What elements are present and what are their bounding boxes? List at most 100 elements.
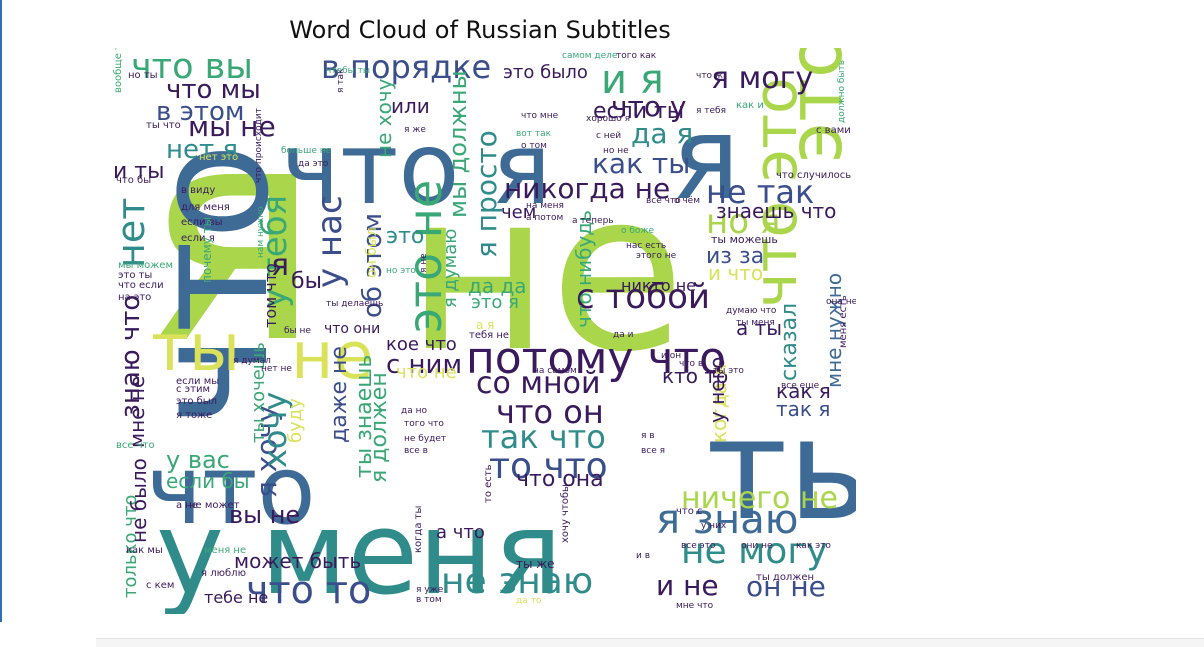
word-22: нет я: [166, 135, 238, 165]
word-3: ты: [706, 389, 856, 552]
word-26: никогда не: [504, 172, 670, 205]
word-183: как это: [796, 541, 831, 551]
word-129: я думал: [233, 356, 271, 366]
word-176: я уже: [416, 585, 444, 595]
word-144: что случилось: [776, 170, 851, 181]
word-1: не: [406, 144, 685, 400]
word-168: тебя не: [469, 330, 509, 341]
word-94: это: [386, 224, 424, 249]
word-33: об этом: [358, 213, 388, 318]
word-135: хорошо я: [586, 114, 630, 124]
word-133: вот так: [516, 129, 552, 139]
word-114: а не: [176, 500, 198, 511]
word-140: что ж: [696, 71, 723, 81]
word-64: он не: [746, 570, 826, 603]
word-138: самом деле: [562, 51, 618, 61]
word-85: чем: [501, 202, 536, 223]
word-20: мы не: [188, 110, 276, 143]
word-146: ты можешь: [711, 233, 778, 246]
word-93: он был: [364, 227, 380, 278]
word-5: что я: [281, 110, 551, 227]
word-68: знаю что: [116, 295, 146, 418]
word-148: этого не: [636, 251, 677, 261]
word-98: нет это: [199, 152, 238, 163]
word-112: я тоже: [176, 410, 212, 421]
chart-title: Word Cloud of Russian Subtitles: [289, 16, 671, 44]
word-188: все я: [641, 446, 665, 456]
word-12: что вы: [131, 48, 253, 87]
word-37: или: [391, 94, 430, 118]
word-44: со мной: [476, 366, 600, 401]
word-10: ты: [151, 311, 240, 386]
word-40: из за: [706, 244, 764, 269]
word-182: они не: [741, 541, 773, 551]
word-27: не так: [706, 173, 814, 211]
word-101: для меня: [181, 202, 230, 213]
word-167: на самом: [533, 366, 577, 376]
word-57: когда я: [707, 364, 731, 443]
word-48: что она: [516, 467, 604, 492]
word-28: у тебя: [255, 195, 295, 308]
word-21: да я: [631, 117, 693, 150]
word-161: ты это: [713, 366, 744, 376]
word-103: если я: [181, 233, 215, 244]
word-118: я люблю: [201, 568, 246, 579]
word-65: что то: [246, 568, 371, 612]
word-141: как и: [736, 100, 764, 111]
word-78: я должен: [367, 372, 392, 483]
word-8: это: [771, 48, 856, 163]
word-96: вообще то: [113, 48, 124, 93]
word-137: но не: [603, 146, 629, 156]
cell-left-rule: [0, 0, 2, 622]
word-109: если мы: [176, 376, 219, 387]
word-117: меня не: [204, 545, 246, 556]
word-18: в этом: [156, 97, 245, 127]
word-97: ты что: [146, 120, 181, 131]
word-15: я могу: [711, 61, 813, 96]
word-55: как я: [776, 379, 831, 403]
word-42: никто не: [621, 276, 696, 295]
word-107: на это: [118, 292, 151, 303]
word-181: все это: [681, 541, 716, 551]
word-124: да это: [298, 159, 329, 169]
word-87: бы: [291, 269, 322, 294]
word-172: когда ты: [413, 506, 424, 553]
word-151: о чём: [674, 196, 700, 206]
word-147: нас есть: [626, 241, 666, 251]
word-99: что бы: [116, 175, 151, 186]
word-35: мы должны: [444, 70, 472, 218]
word-31: знаешь что: [716, 199, 836, 223]
word-155: думаю что: [726, 306, 777, 316]
word-30: но я: [706, 202, 780, 242]
word-84: что нибудь: [572, 210, 596, 328]
word-119: с кем: [146, 580, 174, 591]
word-9: что это: [741, 77, 811, 308]
word-186: я не: [419, 253, 429, 273]
word-23: как ты: [592, 147, 690, 180]
word-80: не было: [127, 458, 151, 543]
next-notebook-cell[interactable]: [96, 638, 1204, 647]
word-13: в порядке: [321, 48, 491, 86]
word-171: то есть: [483, 464, 494, 503]
word-180: у них: [701, 521, 727, 531]
word-46: так что: [481, 418, 606, 456]
word-125: что происходит: [254, 108, 264, 183]
word-41: и что: [708, 261, 763, 285]
word-32: это не: [398, 180, 452, 333]
word-145: должно быть: [837, 60, 847, 123]
word-108: почему ты: [200, 217, 214, 283]
word-11: не: [291, 319, 374, 394]
word-158: меня есть: [838, 295, 849, 348]
word-79: только что: [120, 495, 141, 598]
word-82: да да: [468, 274, 527, 298]
word-45: что он: [496, 393, 604, 431]
word-142: с вами: [816, 125, 851, 136]
word-63: и не: [656, 569, 719, 602]
word-19: если ты: [593, 99, 684, 124]
word-166: все в: [404, 446, 428, 456]
word-104: мы можем: [118, 260, 173, 271]
word-90: а что: [436, 522, 485, 543]
word-130: нет не: [261, 364, 292, 374]
word-34: я просто: [470, 130, 503, 258]
